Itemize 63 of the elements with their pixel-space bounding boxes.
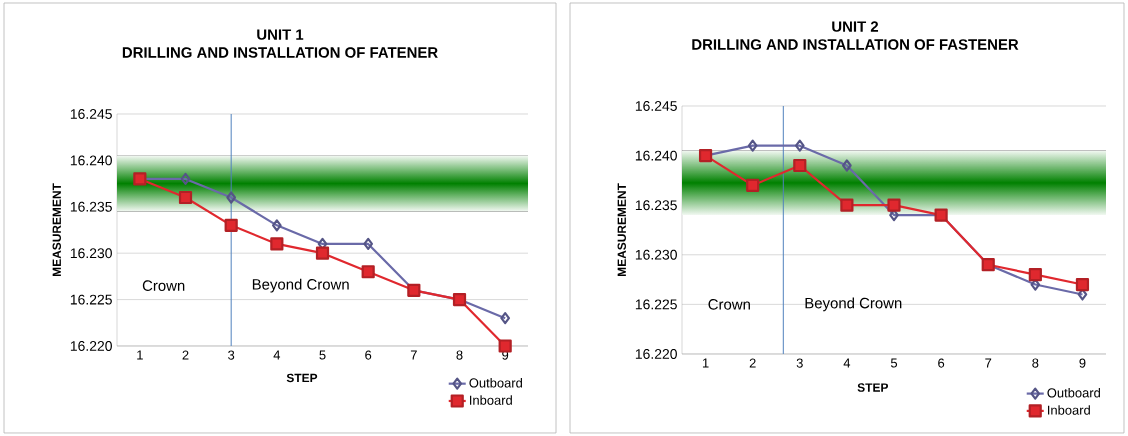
y-tick-label: 16.245 <box>70 109 112 119</box>
y-tick-label: 16.230 <box>70 248 112 259</box>
x-tick-label: 5 <box>890 358 898 368</box>
point <box>180 172 191 186</box>
y-tick-label: 16.225 <box>70 294 112 305</box>
x-tick-label: 3 <box>796 358 803 368</box>
annotation: Crown <box>708 299 750 310</box>
x-tick-label: 4 <box>843 358 851 368</box>
point <box>794 139 805 152</box>
x-tick-label: 2 <box>749 358 756 368</box>
x-tick-label: 7 <box>410 350 417 360</box>
x-tick-label: 2 <box>182 350 189 360</box>
annotation: Beyond Crown <box>805 297 902 312</box>
point <box>842 159 852 172</box>
x-tick-label: 7 <box>985 358 992 368</box>
point <box>500 312 511 325</box>
y-tick-label: 16.230 <box>635 249 677 260</box>
point <box>361 265 375 279</box>
x-tick-label: 1 <box>137 350 143 360</box>
y-axis-title: MEASUREMENT <box>52 183 61 277</box>
legend-label: Inboard <box>470 395 512 405</box>
y-tick-label: 16.240 <box>70 155 112 166</box>
x-tick-label: 6 <box>365 350 372 360</box>
legend-label: Inboard <box>1048 405 1090 415</box>
x-tick-label: 8 <box>1032 358 1039 368</box>
chart-title: UNIT 2 DRILLING AND INSTALLATION OF FASTENER <box>692 21 1019 50</box>
x-tick-label: 9 <box>1079 358 1086 368</box>
y-tick-label: 16.235 <box>70 201 112 212</box>
annotation: Crown <box>142 280 185 291</box>
x-tick-label: 5 <box>319 350 326 360</box>
point <box>887 198 901 212</box>
y-tick-label: 16.235 <box>635 200 677 211</box>
y-tick-label: 16.220 <box>70 341 112 351</box>
legend-label: Outboard <box>1047 387 1100 398</box>
point <box>226 191 237 204</box>
x-tick-label: 6 <box>938 358 945 368</box>
x-tick-label: 3 <box>228 350 235 360</box>
point <box>1028 268 1042 282</box>
point <box>270 237 284 251</box>
point <box>793 158 807 173</box>
point <box>746 178 760 192</box>
y-tick-label: 16.220 <box>635 349 677 359</box>
x-axis-title: STEP <box>286 373 318 383</box>
point <box>747 139 758 152</box>
point <box>1075 277 1090 292</box>
legend-label: Outboard <box>469 378 522 388</box>
y-axis-title: MEASUREMENT <box>617 183 626 277</box>
x-tick-label: 8 <box>456 350 463 360</box>
point <box>363 237 374 251</box>
x-tick-label: 4 <box>273 350 281 360</box>
point <box>315 246 330 260</box>
annotation: Beyond Crown <box>252 278 349 293</box>
x-axis-title: STEP <box>857 383 889 392</box>
point <box>224 218 238 232</box>
point <box>178 190 193 205</box>
point <box>498 339 512 353</box>
y-tick-label: 16.240 <box>635 150 677 161</box>
x-tick-label: 1 <box>702 358 709 368</box>
point <box>271 219 282 232</box>
y-tick-label: 16.245 <box>635 101 677 111</box>
point <box>840 198 854 212</box>
chart-title: UNIT 1 DRILLING AND INSTALLATION OF FATENER <box>122 29 438 58</box>
y-tick-label: 16.225 <box>635 299 677 310</box>
